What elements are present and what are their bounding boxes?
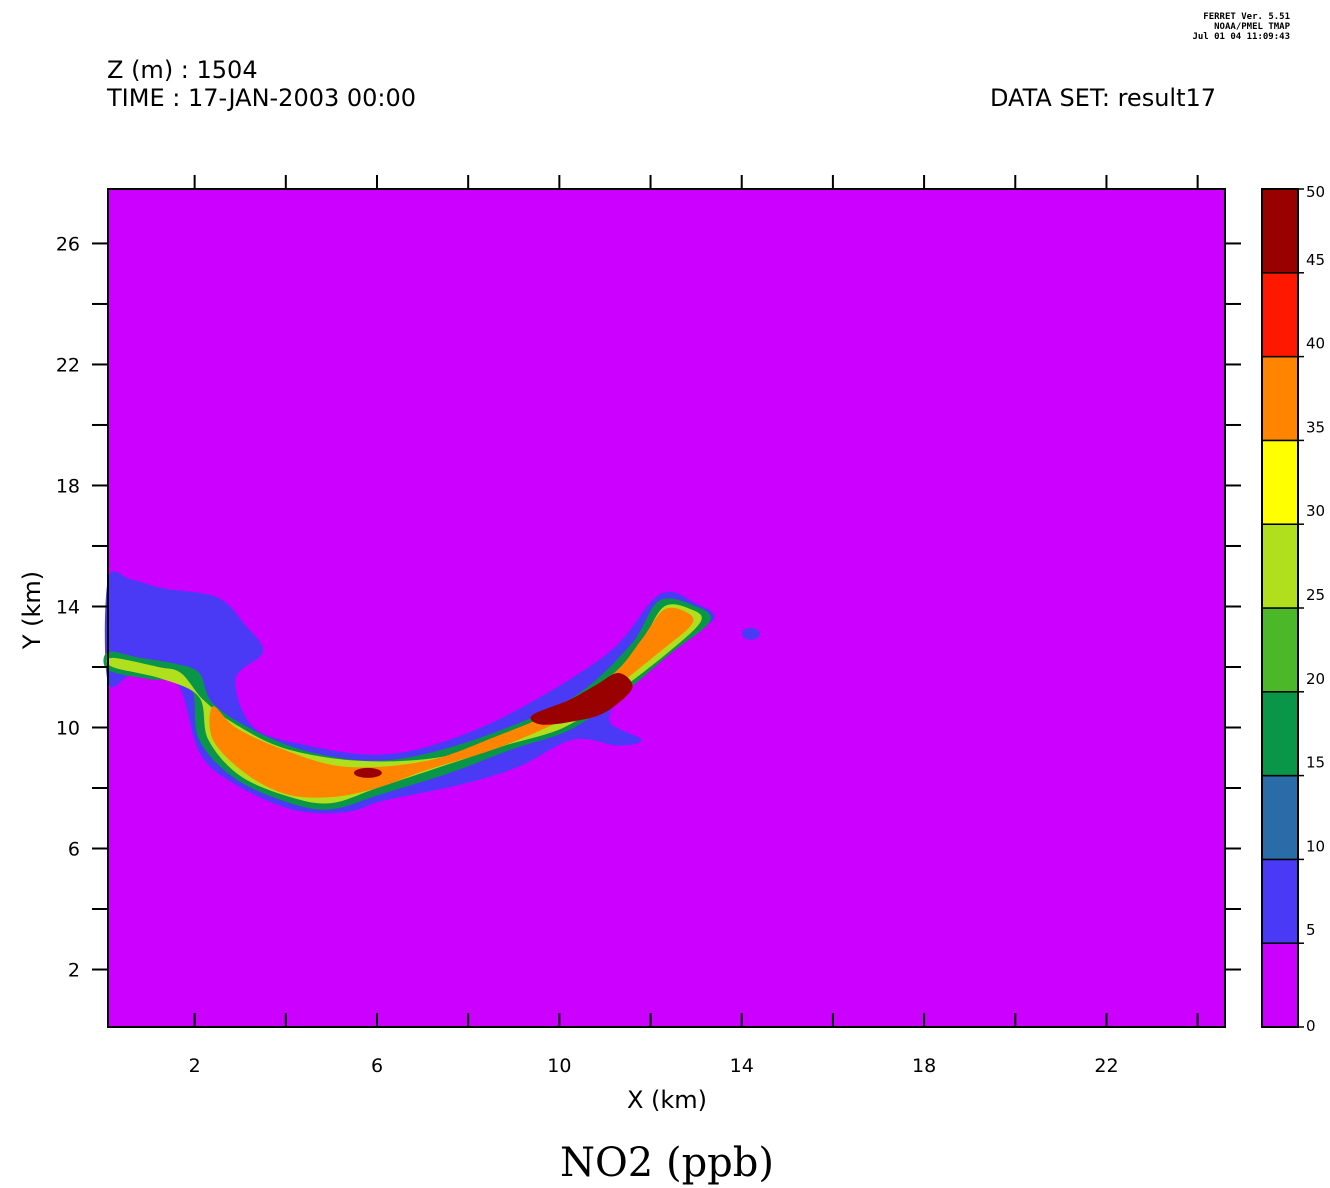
- colorbar-label: 0: [1306, 1017, 1316, 1035]
- y-tick-label: 22: [56, 354, 80, 376]
- colorbar-label: 25: [1306, 586, 1325, 604]
- no2-isolated-patch: [742, 628, 760, 640]
- colorbar-segment: [1262, 692, 1298, 776]
- colorbar-segment: [1262, 943, 1298, 1027]
- x-tick-label: 22: [1094, 1055, 1118, 1077]
- colorbar-segment: [1262, 357, 1298, 441]
- colorbar-segment: [1262, 859, 1298, 943]
- x-tick-label: 14: [730, 1055, 754, 1077]
- colorbar-label: 40: [1306, 335, 1325, 353]
- y-tick-label: 2: [68, 960, 80, 982]
- colorbar-label: 5: [1306, 921, 1316, 939]
- colorbar-segment: [1262, 776, 1298, 860]
- y-tick-label: 14: [56, 596, 80, 618]
- colorbar-label: 10: [1306, 837, 1325, 855]
- colorbar-label: 30: [1306, 502, 1325, 520]
- no2-hotspot: [354, 768, 382, 778]
- colorbar-label: 20: [1306, 670, 1325, 688]
- x-tick-label: 6: [371, 1055, 383, 1077]
- colorbar-segment: [1262, 524, 1298, 608]
- colorbar-label: 50: [1306, 183, 1325, 201]
- y-tick-label: 26: [56, 233, 80, 255]
- colorbar-label: 15: [1306, 754, 1325, 772]
- colorbar-label: 45: [1306, 251, 1325, 269]
- y-tick-label: 6: [68, 839, 80, 861]
- colorbar-segment: [1262, 189, 1298, 273]
- colorbar-segment: [1262, 273, 1298, 357]
- y-tick-label: 10: [56, 717, 80, 739]
- x-tick-label: 10: [547, 1055, 571, 1077]
- colorbar: 0 5 10 15 20 25 30 35 40 45 50: [1262, 183, 1325, 1035]
- plot-area: [103, 189, 1225, 1027]
- colorbar-segment: [1262, 440, 1298, 524]
- x-axis-label: X (km): [627, 1086, 707, 1114]
- y-axis-label: Y (km): [18, 571, 46, 650]
- chart-title: NO2 (ppb): [560, 1140, 774, 1186]
- x-tick-label: 18: [912, 1055, 936, 1077]
- colorbar-segment: [1262, 608, 1298, 692]
- y-tick-label: 18: [56, 475, 80, 497]
- x-tick-label: 2: [189, 1055, 201, 1077]
- colorbar-label: 35: [1306, 418, 1325, 436]
